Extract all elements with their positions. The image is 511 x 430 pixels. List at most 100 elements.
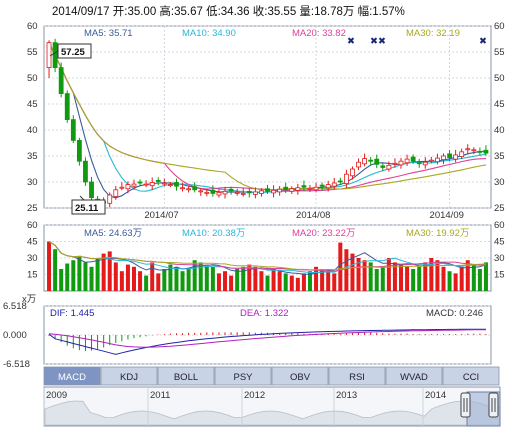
tab-label: BOLL <box>174 372 198 383</box>
tab-psy[interactable]: PSY <box>214 366 272 386</box>
macd-legend: MACD: 0.246 <box>426 308 483 319</box>
tab-label: PSY <box>233 372 253 383</box>
event-marker-4[interactable]: ✖ <box>479 36 487 47</box>
volume-bar <box>125 264 130 291</box>
candle-body <box>119 186 125 189</box>
volume-panel[interactable]: 60 60 45 45 30 30 15 15 MA5: 24.63万 MA10: 20.38… <box>22 220 505 305</box>
tab-label: OBV <box>290 372 311 383</box>
price-y-tick-right: 55 <box>494 47 505 58</box>
candle-body <box>246 190 252 194</box>
volume-bar <box>198 262 203 291</box>
price-y-tick-right: 40 <box>494 125 505 136</box>
macd-y-tick: 6.518 <box>3 301 27 312</box>
volume-bar <box>144 275 149 291</box>
candle-body <box>471 149 477 152</box>
candle-body <box>441 155 446 161</box>
volume-bar <box>374 269 379 291</box>
volume-bar <box>368 262 373 291</box>
candle-body <box>453 154 459 160</box>
candle-body <box>210 189 216 194</box>
volume-bar <box>65 263 70 291</box>
candle-body <box>398 160 404 166</box>
tab-background <box>442 366 500 386</box>
volume-bar <box>265 275 270 291</box>
tab-macd[interactable]: MACD <box>43 366 101 386</box>
price-panel-frame <box>43 25 492 209</box>
volume-bar <box>77 255 82 291</box>
event-marker-3[interactable]: ✖ <box>378 36 386 47</box>
candle-body <box>52 42 58 68</box>
candle-body <box>331 182 337 187</box>
volume-bar <box>417 266 422 291</box>
navigator[interactable]: 2009 2011 2012 2013 2014 <box>43 386 501 427</box>
candle-body <box>76 139 82 162</box>
volume-bar <box>162 269 167 291</box>
navigator-left-handle[interactable] <box>460 392 471 418</box>
tab-background <box>100 366 158 386</box>
candle-body <box>131 183 137 187</box>
tab-background <box>43 366 101 386</box>
event-marker-1[interactable]: ✖ <box>347 36 355 47</box>
volume-bar <box>186 269 191 291</box>
volume-bar <box>465 260 470 291</box>
volume-bar <box>83 262 88 291</box>
volume-bar <box>95 258 100 291</box>
indicator-tabs: MACD KDJ BOLL PSY OBV RSI WVAD CCI <box>43 366 500 386</box>
macd-lines <box>48 328 486 355</box>
event-marker-2[interactable]: ✖ <box>370 36 378 47</box>
price-y-tick-left: 45 <box>27 99 38 110</box>
navigator-year-labels: 2009 2011 2012 2013 2014 <box>43 388 446 426</box>
volume-y-ticks: 60 60 45 45 30 30 15 15 <box>27 220 505 281</box>
vol-ma20-legend: MA20: 23.22万 <box>292 228 355 239</box>
price-x-tick: 2014/07 <box>144 210 178 221</box>
navigator-right-handle[interactable] <box>488 392 499 418</box>
price-y-tick-left: 55 <box>27 47 38 58</box>
volume-bar <box>204 264 209 291</box>
candle-body <box>404 158 410 164</box>
macd-y-ticks: 6.518 0.000 -6.518 <box>3 301 30 370</box>
candle-body <box>161 182 167 185</box>
tab-background <box>214 366 272 386</box>
volume-bar <box>295 277 300 291</box>
macd-panel[interactable]: 6.518 0.000 -6.518 DIF: 1.445 DEA: 1.322 M… <box>3 301 492 370</box>
candle-body <box>368 159 374 162</box>
vol-ma5-legend: MA5: 24.63万 <box>84 228 142 239</box>
price-y-tick-left: 35 <box>27 151 38 162</box>
tab-wvad[interactable]: WVAD <box>385 366 443 386</box>
volume-y-tick-left: 15 <box>27 270 38 281</box>
volume-bar <box>405 266 410 291</box>
volume-ma10-line <box>48 241 486 273</box>
price-y-tick-left: 25 <box>27 203 38 214</box>
tab-label: WVAD <box>400 372 428 383</box>
volume-bar <box>210 266 215 291</box>
volume-bar <box>247 264 252 291</box>
tab-boll[interactable]: BOLL <box>157 366 215 386</box>
tab-obv[interactable]: OBV <box>271 366 329 386</box>
dea-line <box>48 329 486 348</box>
candle-body <box>277 188 283 193</box>
tab-rsi[interactable]: RSI <box>328 366 386 386</box>
navigator-year-label: 2009 <box>46 390 67 401</box>
tab-background <box>271 366 329 386</box>
candle-body <box>168 184 173 187</box>
volume-bar <box>156 273 161 291</box>
candle-body <box>362 158 367 165</box>
vol-ma10-legend: MA10: 20.38万 <box>182 228 245 239</box>
volume-bar <box>271 269 276 291</box>
volume-bars <box>47 241 488 291</box>
volume-bar <box>332 273 337 291</box>
price-x-ticks: 2014/07 2014/08 2014/09 <box>144 210 464 221</box>
candle-body <box>252 191 258 195</box>
candle-body <box>259 190 264 194</box>
tab-background <box>328 366 386 386</box>
volume-bar <box>71 260 76 291</box>
volume-bar <box>411 269 416 291</box>
volume-bar <box>356 258 361 291</box>
volume-grid <box>44 224 491 275</box>
tab-cci[interactable]: CCI <box>442 366 500 386</box>
tab-kdj[interactable]: KDJ <box>100 366 158 386</box>
price-x-tick: 2014/08 <box>296 210 330 221</box>
candle-body <box>137 181 143 184</box>
candle-body <box>301 185 307 188</box>
price-panel[interactable]: 60 60 55 55 50 50 45 45 40 40 35 35 30 30 25 25 2014/07… <box>27 21 505 221</box>
